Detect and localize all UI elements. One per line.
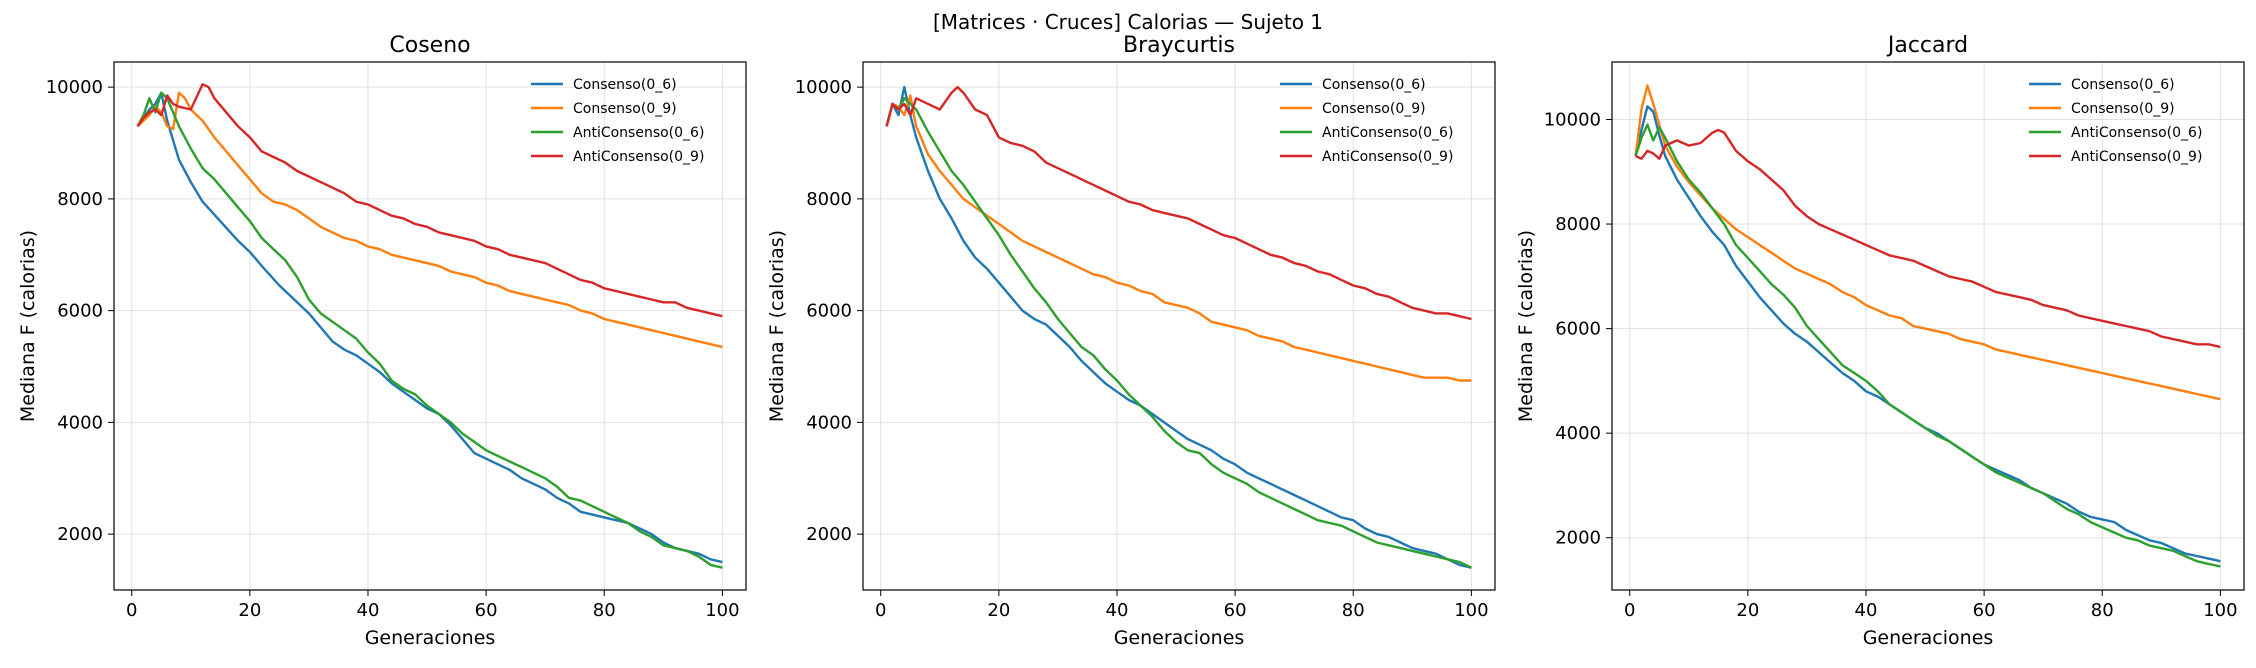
series-line-2 bbox=[885, 97, 1472, 569]
x-tick-label: 60 bbox=[475, 600, 498, 621]
x-tick-label: 100 bbox=[1454, 600, 1488, 621]
y-tick-label: 4000 bbox=[57, 412, 103, 433]
series-line-1 bbox=[136, 91, 723, 349]
chart-title: Coseno bbox=[389, 33, 470, 58]
x-tick-label: 20 bbox=[987, 600, 1010, 621]
y-tick-label: 6000 bbox=[1555, 319, 1601, 340]
y-tick-label: 4000 bbox=[1555, 423, 1601, 444]
x-axis-label: Generaciones bbox=[1114, 627, 1245, 649]
x-tick-label: 0 bbox=[1624, 600, 1635, 621]
y-tick-label: 2000 bbox=[806, 524, 852, 545]
legend-label: AntiConsenso(0_9) bbox=[2071, 149, 2202, 165]
x-tick-label: 100 bbox=[705, 600, 739, 621]
series-line-3 bbox=[136, 83, 723, 318]
series-line-2 bbox=[1634, 123, 2221, 568]
series-line-0 bbox=[1634, 105, 2221, 563]
y-axis-label: Mediana F (calorias) bbox=[766, 230, 788, 422]
series-line-1 bbox=[885, 94, 1472, 382]
y-tick-label: 8000 bbox=[57, 189, 103, 210]
x-tick-label: 60 bbox=[1973, 600, 1996, 621]
axes-frame bbox=[862, 61, 1496, 591]
y-tick-label: 6000 bbox=[806, 301, 852, 322]
legend-label: AntiConsenso(0_6) bbox=[2071, 125, 2202, 141]
x-tick-label: 40 bbox=[1106, 600, 1129, 621]
legend-label: Consenso(0_6) bbox=[573, 77, 677, 93]
legend: Consenso(0_6) Consenso(0_9) AntiConsenso(0… bbox=[531, 77, 704, 165]
chart-panel-1: 0 20 40 60 80 100 2000 4000 6000 8000 10000 Braycur… bbox=[766, 33, 1496, 649]
y-tick-label: 8000 bbox=[806, 189, 852, 210]
x-tick-label: 0 bbox=[126, 600, 137, 621]
y-tick-label: 4000 bbox=[806, 412, 852, 433]
axes-frame bbox=[113, 61, 747, 591]
x-tick-label: 60 bbox=[1224, 600, 1247, 621]
y-tick-label: 8000 bbox=[1555, 214, 1601, 235]
x-tick-label: 0 bbox=[875, 600, 886, 621]
x-tick-label: 20 bbox=[238, 600, 261, 621]
x-tick-label: 80 bbox=[2091, 600, 2114, 621]
legend-label: Consenso(0_6) bbox=[2071, 77, 2175, 93]
x-axis-label: Generaciones bbox=[365, 627, 496, 649]
legend-label: Consenso(0_9) bbox=[1322, 101, 1426, 117]
y-tick-label: 2000 bbox=[1555, 528, 1601, 549]
x-tick-label: 20 bbox=[1736, 600, 1759, 621]
chart-title: Jaccard bbox=[1886, 33, 1968, 58]
x-tick-label: 40 bbox=[1855, 600, 1878, 621]
x-tick-label: 100 bbox=[2203, 600, 2237, 621]
legend: Consenso(0_6) Consenso(0_9) AntiConsenso(0… bbox=[1280, 77, 1453, 165]
figure-suptitle: [Matrices · Cruces] Calorias — Sujeto 1 bbox=[932, 10, 1324, 34]
y-tick-label: 10000 bbox=[46, 77, 103, 98]
legend-label: AntiConsenso(0_9) bbox=[573, 149, 704, 165]
x-tick-label: 40 bbox=[357, 600, 380, 621]
x-tick-label: 80 bbox=[593, 600, 616, 621]
y-axis-label: Mediana F (calorias) bbox=[17, 230, 39, 422]
y-tick-label: 2000 bbox=[57, 524, 103, 545]
series-line-3 bbox=[885, 85, 1472, 321]
series-line-3 bbox=[1635, 128, 2221, 349]
series-line-2 bbox=[136, 91, 723, 569]
legend-label: AntiConsenso(0_6) bbox=[1322, 125, 1453, 141]
x-tick-label: 80 bbox=[1342, 600, 1365, 621]
legend-label: AntiConsenso(0_9) bbox=[1322, 149, 1453, 165]
x-axis-label: Generaciones bbox=[1863, 627, 1994, 649]
y-tick-label: 10000 bbox=[1544, 110, 1601, 131]
axes-frame bbox=[1611, 61, 2245, 591]
legend-label: Consenso(0_9) bbox=[573, 101, 677, 117]
legend-label: Consenso(0_6) bbox=[1322, 77, 1426, 93]
legend: Consenso(0_6) Consenso(0_9) AntiConsenso(0… bbox=[2029, 77, 2202, 165]
chart-panel-2: 0 20 40 60 80 100 2000 4000 6000 8000 10000 Jaccard… bbox=[1515, 33, 2245, 649]
legend-label: Consenso(0_9) bbox=[2071, 101, 2175, 117]
legend-label: AntiConsenso(0_6) bbox=[573, 125, 704, 141]
y-tick-label: 6000 bbox=[57, 301, 103, 322]
chart-title: Braycurtis bbox=[1123, 33, 1235, 58]
series-line-0 bbox=[885, 85, 1472, 569]
chart-panel-0: 0 20 40 60 80 100 2000 4000 6000 8000 10000 Coseno G… bbox=[17, 33, 747, 649]
y-axis-label: Mediana F (calorias) bbox=[1515, 230, 1537, 422]
y-tick-label: 10000 bbox=[795, 77, 852, 98]
